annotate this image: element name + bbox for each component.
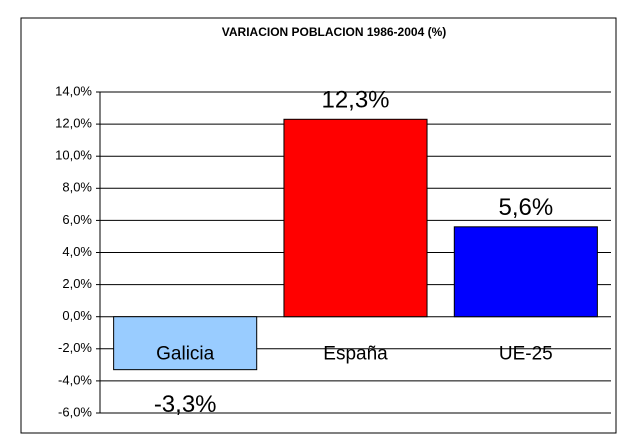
y-tick-label: 8,0%	[62, 180, 92, 195]
x-tick-label: Galicia	[156, 344, 215, 365]
y-tick-label: 12,0%	[55, 116, 92, 131]
y-tick-label: 4,0%	[62, 244, 92, 259]
y-tick-label: -6,0%	[58, 404, 92, 419]
bar	[453, 226, 598, 318]
value-label: -3,3%	[154, 391, 217, 418]
bar	[113, 316, 258, 371]
bar	[283, 118, 428, 318]
value-label: 12,3%	[321, 87, 389, 114]
y-tick-label: 0,0%	[62, 308, 92, 323]
y-tick-label: 6,0%	[62, 212, 92, 227]
y-tick-label: -4,0%	[58, 372, 92, 387]
chart-title: VARIACION POBLACION 1986-2004 (%)	[222, 25, 447, 39]
y-tick-label: 2,0%	[62, 276, 92, 291]
y-tick-label: 10,0%	[55, 148, 92, 163]
value-label: 5,6%	[498, 194, 553, 221]
x-tick-label: UE-25	[499, 344, 553, 365]
x-tick-label: España	[323, 344, 388, 365]
y-tick-label: -2,0%	[58, 340, 92, 355]
y-tick-label: 14,0%	[55, 83, 92, 98]
